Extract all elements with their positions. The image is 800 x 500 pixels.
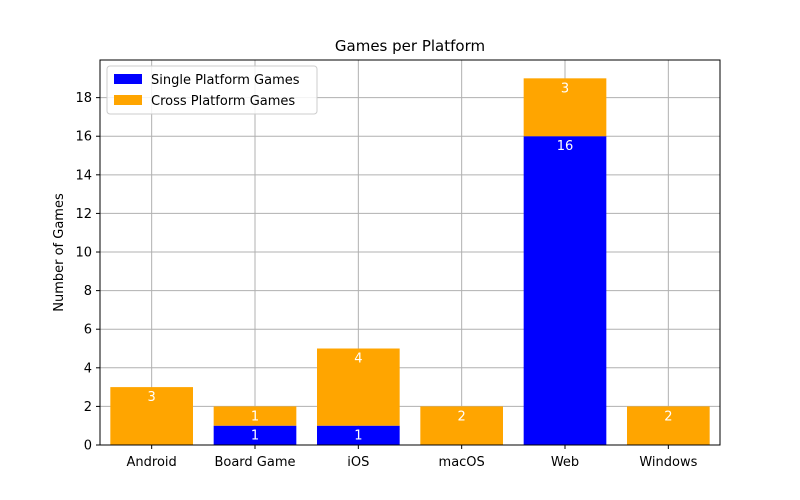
legend-swatch	[114, 74, 142, 84]
bars	[110, 78, 710, 445]
x-tick-label: macOS	[439, 455, 485, 470]
bar-single-board-game	[213, 425, 297, 445]
bar-value-label: 16	[557, 139, 574, 154]
y-tick-label: 2	[84, 400, 92, 415]
bar-cross-web	[523, 78, 607, 137]
bar-value-label: 2	[664, 409, 672, 424]
y-tick-label: 16	[75, 130, 92, 145]
bar-cross-windows	[627, 406, 710, 445]
legend-box	[106, 65, 318, 115]
bar-value-label: 3	[561, 81, 569, 96]
bar-single-web	[523, 136, 607, 445]
x-tick-label: Android	[127, 455, 177, 470]
legend-label: Single Platform Games	[151, 73, 300, 88]
y-tick-label: 4	[84, 361, 92, 376]
x-tick-label: Windows	[639, 455, 697, 470]
bar-value-label: 1	[251, 409, 259, 424]
y-tick-label: 18	[75, 91, 92, 106]
x-tick-label: iOS	[347, 455, 369, 470]
x-tick-label: Web	[551, 455, 579, 470]
y-tick-label: 8	[84, 284, 92, 299]
bar-value-label: 3	[148, 390, 156, 405]
bar-value-label: 2	[458, 409, 466, 424]
legend-swatch	[114, 95, 142, 105]
y-tick-label: 10	[75, 246, 92, 261]
chart-title: Games per Platform	[335, 37, 485, 55]
bar-cross-board-game	[213, 406, 297, 426]
bar-cross-macos	[420, 406, 503, 445]
x-tick-label: Board Game	[214, 455, 295, 470]
y-tick-label: 6	[84, 323, 92, 338]
bar-value-label: 4	[354, 352, 362, 367]
bar-cross-ios	[317, 348, 400, 426]
grid	[100, 60, 720, 446]
y-tick-label: 12	[75, 207, 92, 222]
y-axis-label: Number of Games	[52, 193, 67, 312]
bar-cross-android	[110, 387, 193, 445]
y-tick-label: 0	[84, 439, 92, 454]
bar-single-ios	[317, 425, 400, 445]
legend-label: Cross Platform Games	[151, 94, 295, 109]
y-tick-label: 14	[75, 168, 92, 183]
legend: Single Platform Games Cross Platform Game…	[106, 65, 318, 115]
bar-value-label: 1	[251, 429, 259, 444]
bar-value-label: 1	[354, 429, 362, 444]
